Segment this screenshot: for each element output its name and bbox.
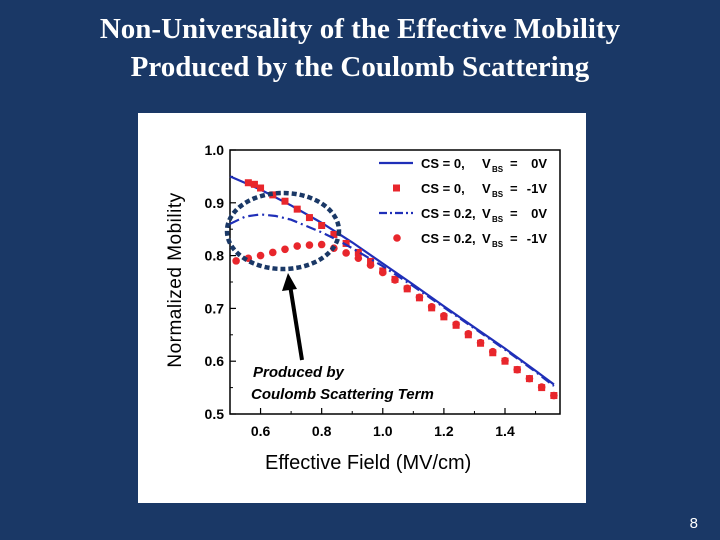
data-point-circle [366, 261, 375, 269]
annotation-arrow-head [282, 273, 297, 291]
legend-vbs-value-1: 0V [531, 156, 547, 171]
legend-label-1: CS = 0, [421, 156, 465, 171]
legend-equals: = [510, 206, 518, 221]
data-point-square [342, 239, 350, 247]
y-tick-label: 0.5 [205, 406, 225, 422]
x-tick-label: 1.0 [373, 423, 393, 439]
y-tick-label: 1.0 [205, 142, 225, 158]
slide-title-line-1: Non-Universality of the Effective Mobili… [99, 13, 621, 45]
data-point-circle [525, 374, 534, 383]
data-point-square [330, 230, 338, 238]
slide-title: Non-Universality of the Effective Mobili… [0, 10, 720, 86]
data-point-circle [452, 320, 460, 329]
data-point-circle [513, 365, 522, 374]
legend-vbs-subscript: BS [492, 190, 504, 199]
legend-label-3: CS = 0.2, [421, 206, 476, 221]
chart-panel [138, 113, 586, 503]
data-point-square [354, 248, 362, 256]
data-point-circle [440, 311, 448, 320]
legend-vbs-symbol: V [482, 206, 491, 221]
data-point-circle [476, 338, 485, 347]
page-number: 8 [689, 515, 698, 532]
highlight-ellipse [224, 190, 342, 272]
data-point-circle [415, 293, 424, 302]
x-tick-label: 1.4 [495, 423, 515, 439]
x-tick-label: 1.2 [434, 423, 454, 439]
legend-vbs-subscript: BS [492, 240, 504, 249]
series-line-3 [229, 213, 555, 387]
data-point-circle [537, 383, 546, 391]
legend-vbs-symbol: V [482, 156, 491, 171]
legend-marker-4 [393, 234, 401, 242]
data-point-circle [378, 268, 387, 277]
legend-equals: = [510, 181, 518, 196]
data-point-circle [464, 329, 473, 338]
data-point-circle [268, 248, 277, 257]
legend-vbs-value-2: -1V [527, 181, 548, 196]
annotation-line-1: Produced by [253, 364, 345, 381]
legend-equals: = [510, 156, 518, 171]
data-point-circle [488, 347, 497, 356]
data-point-circle [293, 242, 302, 250]
data-point-square [250, 180, 258, 188]
data-point-circle [354, 254, 363, 263]
data-point-square [305, 214, 313, 222]
annotation-arrow-shaft [288, 284, 304, 361]
data-point-circle [281, 245, 289, 254]
data-point-square [244, 179, 252, 187]
legend-vbs-symbol: V [482, 181, 491, 196]
data-point-square [318, 222, 326, 230]
legend-equals: = [510, 231, 518, 246]
y-tick-label: 0.8 [205, 248, 225, 264]
data-point-circle [317, 240, 326, 249]
x-tick-label: 0.8 [312, 423, 332, 439]
data-point-circle [550, 391, 558, 400]
data-point-circle [391, 276, 399, 284]
data-point-circle [232, 257, 240, 265]
data-point-circle [256, 251, 265, 260]
legend-vbs-subscript: BS [492, 215, 504, 224]
legend-marker-2 [393, 184, 400, 192]
legend-vbs-value-4: -1V [527, 231, 548, 246]
x-axis-label: Effective Field (MV/cm) [265, 452, 472, 474]
annotation-line-2: Coulomb Scattering Term [251, 386, 434, 403]
data-point-circle [305, 241, 314, 249]
y-tick-label: 0.7 [205, 300, 225, 316]
legend-vbs-subscript: BS [492, 165, 504, 174]
data-point-square [293, 205, 301, 213]
legend-label-2: CS = 0, [421, 181, 465, 196]
x-tick-label: 0.6 [251, 423, 271, 439]
data-point-square [257, 184, 265, 192]
data-point-circle [501, 356, 509, 365]
y-tick-label: 0.9 [205, 195, 225, 211]
slide-title-line-2: Produced by the Coulomb Scattering [130, 51, 590, 83]
data-point-circle [427, 303, 436, 311]
data-point-circle [342, 249, 350, 257]
legend-vbs-symbol: V [482, 231, 491, 246]
legend-vbs-value-3: 0V [531, 206, 547, 221]
data-point-circle [403, 284, 412, 293]
y-tick-label: 0.6 [205, 353, 225, 369]
legend-label-4: CS = 0.2, [421, 231, 476, 246]
data-point-square [281, 197, 289, 205]
